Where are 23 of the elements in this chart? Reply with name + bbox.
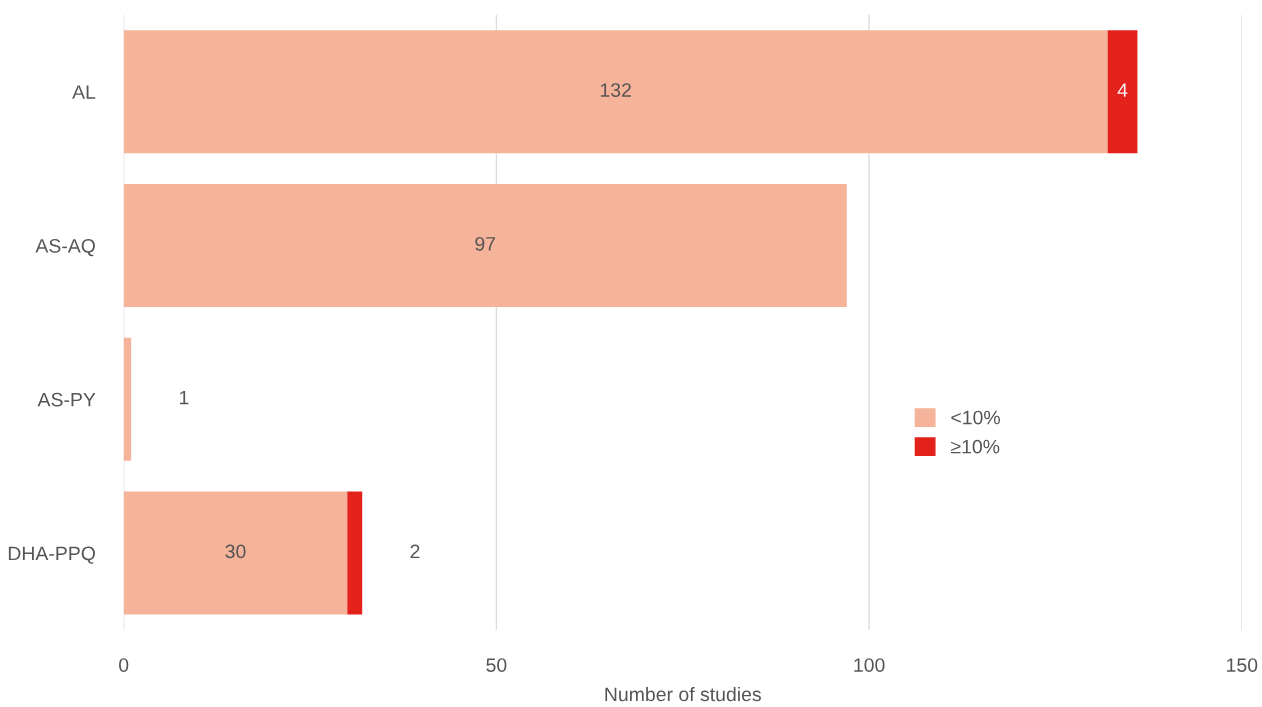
x-tick-label: 0 <box>119 658 129 672</box>
y-tick-label: DHA-PPQ <box>8 546 95 564</box>
bar <box>123 30 1108 154</box>
bar <box>123 337 132 461</box>
y-tick-label: AL <box>72 85 96 99</box>
x-axis-title: Number of studies <box>605 686 761 702</box>
x-tick-label: 100 <box>854 658 885 672</box>
bar <box>123 184 847 308</box>
x-tick-label: 150 <box>1227 658 1258 672</box>
x-tick-label: 50 <box>486 658 507 672</box>
data-label: 132 <box>600 83 631 97</box>
data-label: 2 <box>410 544 420 559</box>
data-label: 97 <box>475 236 496 251</box>
bar <box>123 491 348 615</box>
y-tick-label: AS-PY <box>37 392 96 407</box>
bar <box>1107 30 1138 154</box>
bar <box>347 491 363 615</box>
legend-label: <10% <box>951 410 1000 425</box>
data-label: 30 <box>225 544 246 559</box>
y-tick-label: AS-AQ <box>35 238 95 257</box>
data-label: 4 <box>1117 83 1128 97</box>
data-label: 1 <box>179 390 189 405</box>
legend-label: ≥10% <box>951 439 1000 454</box>
